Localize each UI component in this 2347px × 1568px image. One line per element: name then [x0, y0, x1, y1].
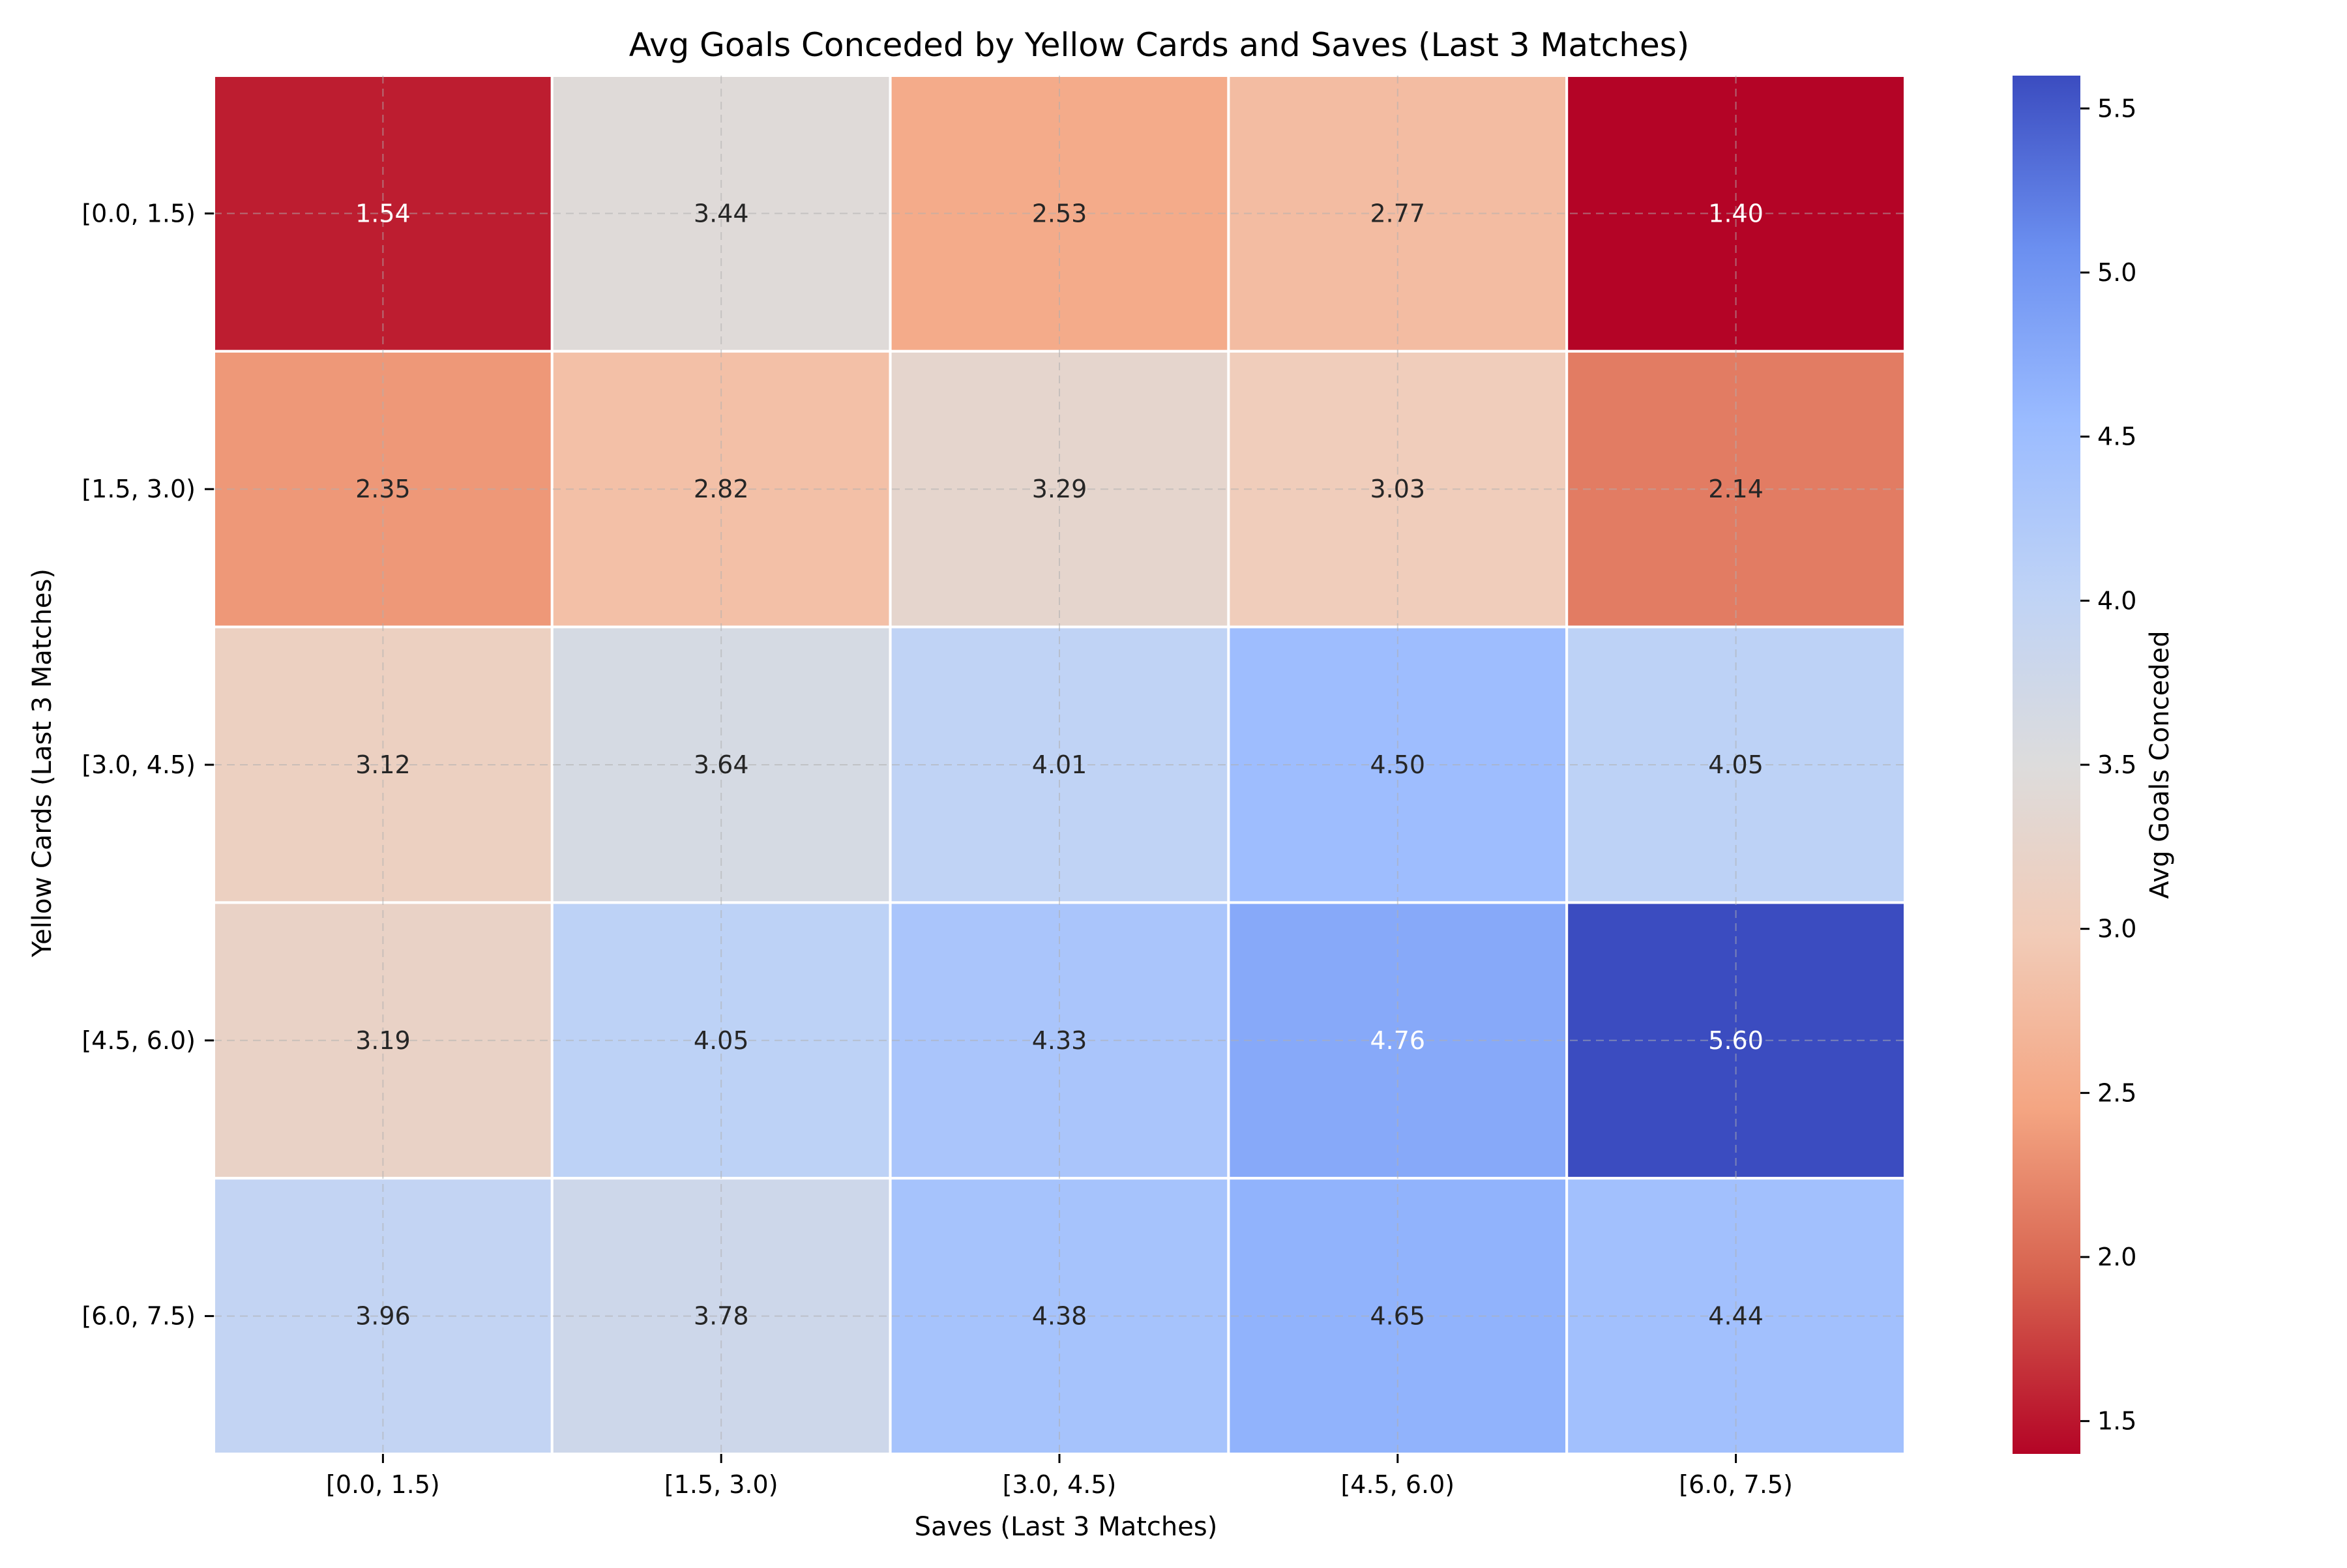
- x-axis-ticks: [0.0, 1.5) [1.5, 3.0) [3.0, 4.5) [4.5, 6.0)…: [326, 1454, 1793, 1499]
- colorbar-tick-label-2: 2.0: [2097, 1243, 2136, 1271]
- x-tick-label-5: [6.0, 7.5): [1679, 1470, 1793, 1499]
- colorbar-label: Avg Goals Conceded: [2145, 630, 2175, 898]
- x-tick-label-1: [0.0, 1.5): [326, 1470, 440, 1499]
- y-tick-label-4: [4.5, 6.0): [81, 1026, 196, 1055]
- cell-value-r4-c4: 4.76: [1370, 1026, 1425, 1055]
- cell-value-r3-c3: 4.01: [1032, 750, 1087, 779]
- colorbar-tick-label-4: 3.0: [2097, 915, 2136, 943]
- cell-value-r1-c3: 2.53: [1032, 199, 1087, 228]
- colorbar-ticks: 1.5 2.0 2.5 3.0 3.5 4.0 4.5 5.0 5.5: [2080, 94, 2136, 1436]
- cell-value-r3-c1: 3.12: [355, 750, 411, 779]
- cell-value-r3-c2: 3.64: [694, 750, 749, 779]
- cell-value-r1-c5: 1.40: [1708, 199, 1764, 228]
- cell-value-labels: 1.54 3.44 2.53 2.77 1.40 2.35 2.82 3.29 3.03 2.14…: [355, 199, 1764, 1330]
- cell-value-r1-c4: 2.77: [1370, 199, 1425, 228]
- colorbar: [2013, 76, 2080, 1454]
- cell-value-r2-c5: 2.14: [1708, 475, 1764, 503]
- cell-value-r1-c2: 3.44: [694, 199, 749, 228]
- x-tick-label-3: [3.0, 4.5): [1003, 1470, 1117, 1499]
- x-tick-label-4: [4.5, 6.0): [1340, 1470, 1454, 1499]
- y-tick-label-1: [0.0, 1.5): [81, 199, 196, 228]
- colorbar-tick-label-3: 2.5: [2097, 1078, 2136, 1107]
- cell-value-r5-c4: 4.65: [1370, 1302, 1425, 1331]
- y-axis-ticks: [0.0, 1.5) [1.5, 3.0) [3.0, 4.5) [4.5, 6.0)…: [81, 199, 214, 1331]
- cell-value-r3-c4: 4.50: [1370, 750, 1425, 779]
- colorbar-tick-label-8: 5.0: [2097, 258, 2136, 287]
- y-tick-label-3: [3.0, 4.5): [81, 750, 196, 779]
- colorbar-tick-label-6: 4.0: [2097, 586, 2136, 615]
- cell-value-r1-c1: 1.54: [355, 199, 411, 228]
- cell-value-r2-c4: 3.03: [1370, 475, 1425, 503]
- cell-value-r5-c1: 3.96: [355, 1302, 411, 1331]
- cell-value-r4-c1: 3.19: [355, 1026, 411, 1055]
- colorbar-tick-label-9: 5.5: [2097, 94, 2136, 123]
- cell-value-r3-c5: 4.05: [1708, 750, 1764, 779]
- y-tick-label-5: [6.0, 7.5): [81, 1302, 196, 1331]
- cell-value-r2-c2: 2.82: [694, 475, 749, 503]
- cell-value-r4-c3: 4.33: [1032, 1026, 1087, 1055]
- heatmap-gridlines: [214, 76, 1905, 1454]
- y-tick-label-2: [1.5, 3.0): [81, 475, 196, 503]
- x-tick-label-2: [1.5, 3.0): [664, 1470, 778, 1499]
- cell-value-r2-c3: 3.29: [1032, 475, 1087, 503]
- cell-value-r5-c2: 3.78: [694, 1302, 749, 1331]
- x-axis-label: Saves (Last 3 Matches): [915, 1512, 1218, 1542]
- cell-value-r2-c1: 2.35: [355, 475, 411, 503]
- cell-value-r5-c3: 4.38: [1032, 1302, 1087, 1331]
- cell-value-r5-c5: 4.44: [1708, 1302, 1764, 1331]
- colorbar-tick-label-7: 4.5: [2097, 422, 2136, 451]
- y-axis-label: Yellow Cards (Last 3 Matches): [27, 569, 57, 958]
- chart-title: Avg Goals Conceded by Yellow Cards and S…: [629, 26, 1690, 64]
- cell-value-r4-c5: 5.60: [1708, 1026, 1764, 1055]
- cell-value-r4-c2: 4.05: [694, 1026, 749, 1055]
- colorbar-tick-label-1: 1.5: [2097, 1407, 2136, 1436]
- colorbar-tick-label-5: 3.5: [2097, 750, 2136, 779]
